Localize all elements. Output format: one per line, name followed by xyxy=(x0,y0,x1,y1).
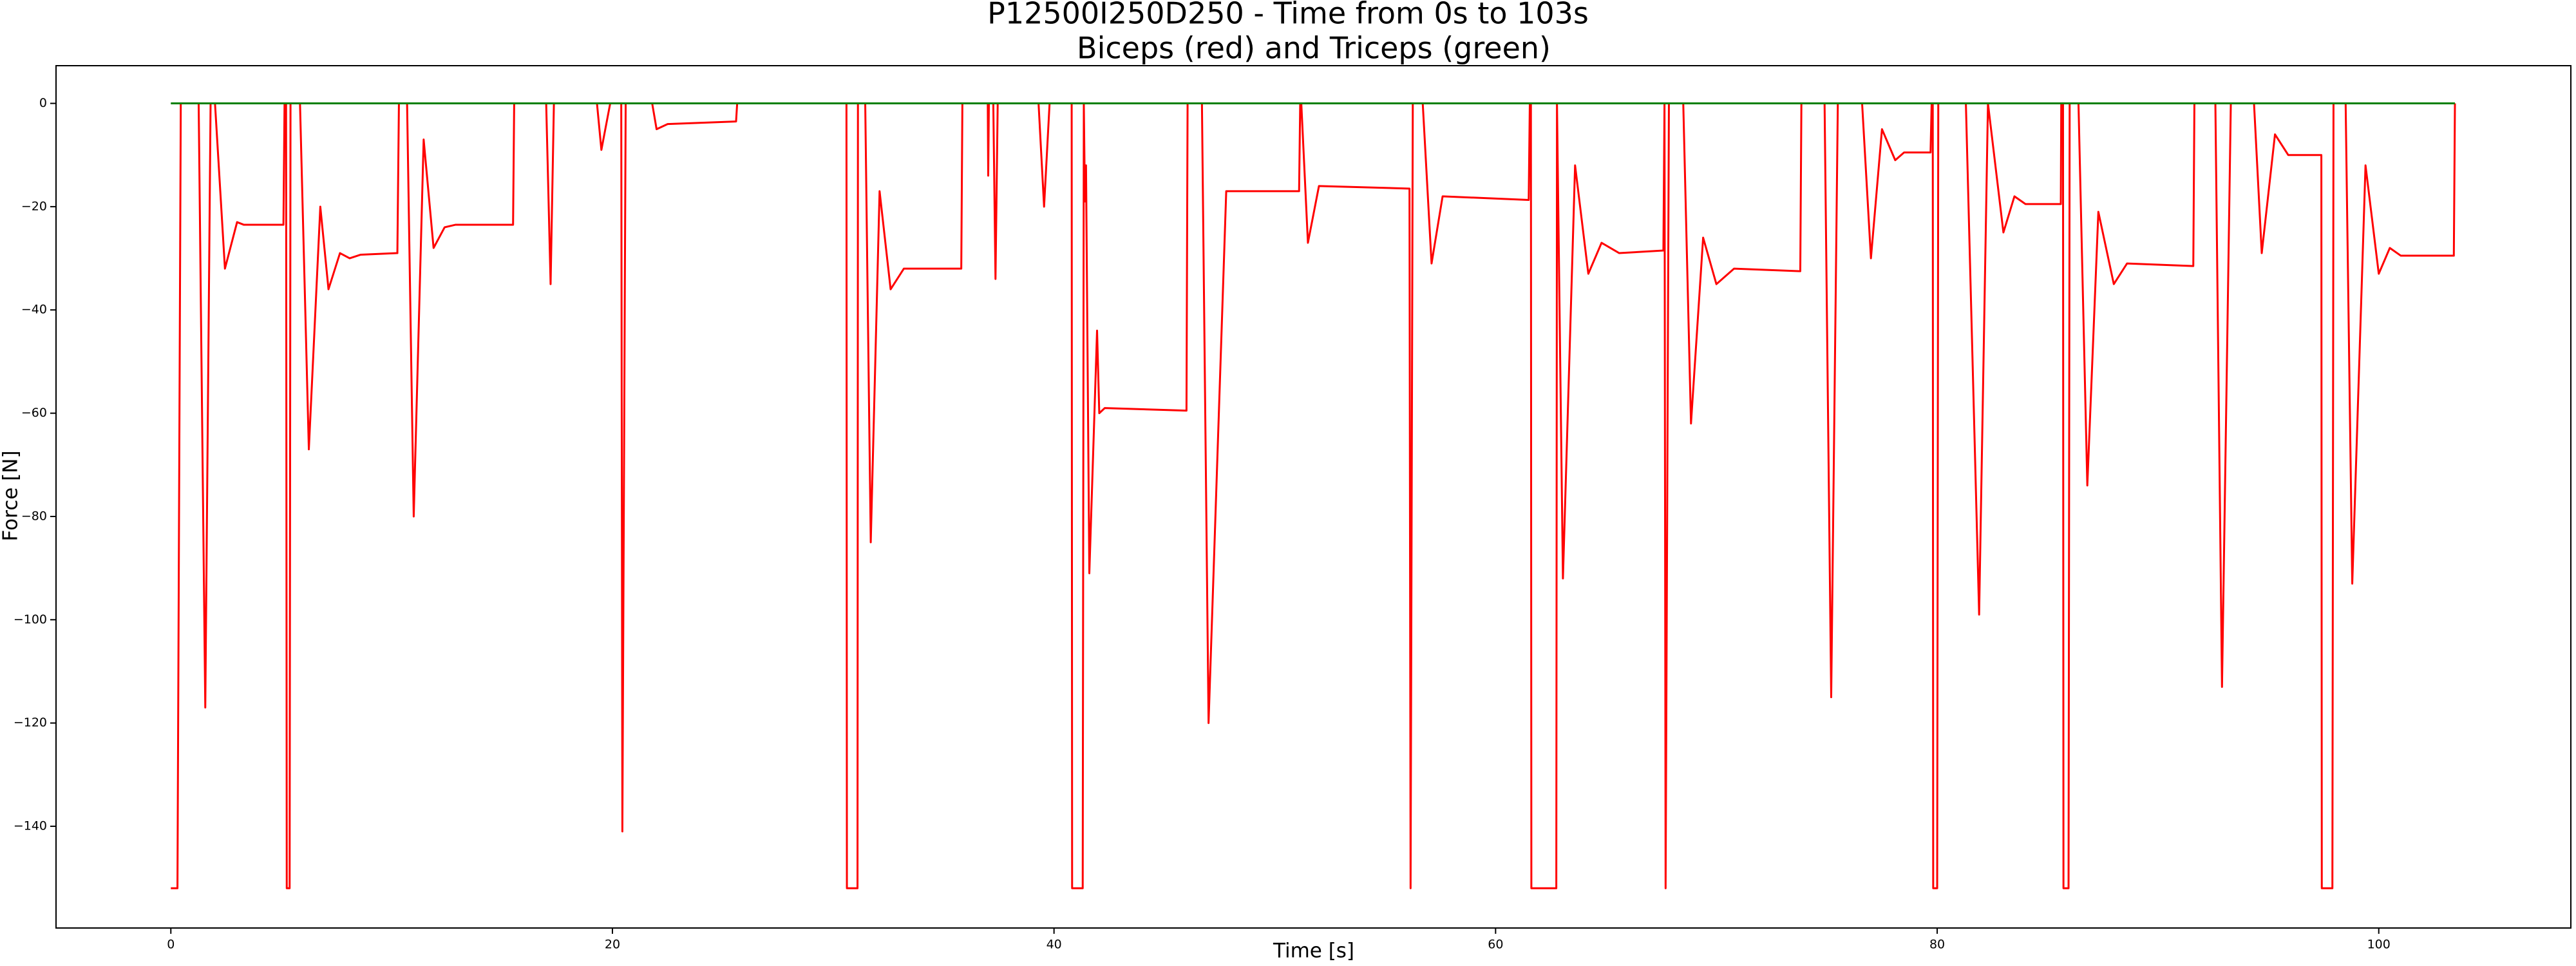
x-tick-label: 40 xyxy=(1046,938,1062,952)
chart-title: P12500I250D250 - Time from 0s to 103s xyxy=(987,0,1589,31)
x-tick-label: 100 xyxy=(2367,938,2391,952)
x-tick-label: 0 xyxy=(167,938,175,952)
x-tick-label: 80 xyxy=(1929,938,1945,952)
x-tick-label: 20 xyxy=(605,938,620,952)
y-tick-label: −20 xyxy=(21,199,47,213)
x-axis-label: Time [s] xyxy=(1273,940,1354,963)
plot-area xyxy=(171,102,2456,889)
x-tick-label: 60 xyxy=(1488,938,1503,952)
y-tick-label: −60 xyxy=(21,406,47,420)
y-tick-label: −140 xyxy=(14,819,47,833)
series-line xyxy=(171,102,2456,889)
y-tick-label: −40 xyxy=(21,303,47,317)
y-tick-label: −100 xyxy=(14,612,47,627)
y-tick-label: −80 xyxy=(21,509,47,523)
y-tick-label: 0 xyxy=(39,96,47,110)
chart-subtitle: Biceps (red) and Triceps (green) xyxy=(1077,31,1551,66)
y-axis-label: Force [N] xyxy=(0,450,23,541)
y-tick-label: −120 xyxy=(14,715,47,730)
plot-frame xyxy=(55,65,2571,929)
